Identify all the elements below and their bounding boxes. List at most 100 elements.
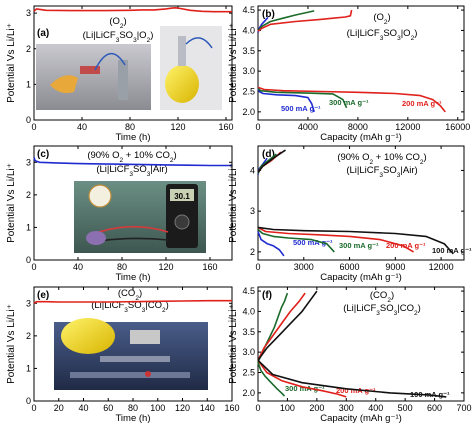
charge-curve xyxy=(257,290,318,361)
text-segment: 2 xyxy=(135,295,139,302)
x-tick-label: 200 xyxy=(309,403,324,413)
x-tick-label: 400 xyxy=(368,403,383,413)
y-tick-label: 3.5 xyxy=(242,327,255,337)
text-segment: 3 xyxy=(142,307,146,314)
charge-curve xyxy=(257,10,315,32)
text-segment: 3 xyxy=(147,171,151,178)
y-tick-label: 4.0 xyxy=(242,25,255,35)
x-tick-label: 300 xyxy=(339,403,354,413)
co2-cell-photo xyxy=(54,318,208,390)
text-segment: SO xyxy=(380,303,394,314)
x-tick-label: 100 xyxy=(150,403,165,413)
panel-letter: (e) xyxy=(37,290,49,301)
text-segment: ) xyxy=(388,12,391,23)
text-segment: 2 xyxy=(411,35,415,42)
gas-annotation: (O2) xyxy=(109,16,126,30)
text-segment: 3 xyxy=(133,37,137,44)
panel-letter: (c) xyxy=(37,149,49,160)
x-tick-label: 60 xyxy=(103,403,113,413)
text-segment: 2 xyxy=(120,157,124,164)
text-segment: SO xyxy=(128,300,142,311)
discharge-curve xyxy=(257,86,446,113)
text-segment: SO xyxy=(383,165,397,176)
x-tick-label: 80 xyxy=(117,262,127,272)
panel-f: 0 100 200 300 400 500 600 700 2.0 2.5 3.0 3.5 4.0 4.5… xyxy=(228,286,472,424)
x-tick-label: 120 xyxy=(158,262,173,272)
series-line xyxy=(33,299,232,304)
x-tick-label: 40 xyxy=(78,403,88,413)
x-tick-label: 500 xyxy=(398,403,413,413)
text-segment: (Li|LiCF xyxy=(96,164,129,175)
x-tick-label: 0 xyxy=(255,122,260,132)
y-tick-label: 4.5 xyxy=(242,5,255,15)
y-tick-label: 2.0 xyxy=(242,388,255,398)
y-axis-label: Potential Vs Li/Li⁺ xyxy=(6,23,17,103)
discharge-curve xyxy=(257,226,414,253)
y-tick-label: 2.5 xyxy=(242,368,255,378)
discharge-curve xyxy=(257,228,335,253)
text-segment: ) xyxy=(424,152,427,163)
y-axis-label: Potential Vs Li/Li⁺ xyxy=(228,163,239,243)
x-tick-label: 140 xyxy=(200,403,215,413)
y-tick-label: 2 xyxy=(26,331,31,341)
text-segment: 2 xyxy=(420,159,424,166)
text-segment: |CO xyxy=(397,303,414,314)
text-segment: |Air) xyxy=(400,165,417,176)
charge-curve xyxy=(257,9,353,32)
text-segment: ) xyxy=(124,16,127,27)
panel-letter: (f) xyxy=(262,290,272,301)
y-tick-label: 1 xyxy=(26,222,31,232)
discharge-curve xyxy=(257,231,285,257)
text-segment: (90% O xyxy=(337,152,369,163)
balloon-photo xyxy=(36,44,151,110)
y-tick-label: 3.0 xyxy=(242,66,255,76)
text-segment: 2 xyxy=(170,157,174,164)
panel-letter: (d) xyxy=(262,149,275,160)
x-tick-label: 160 xyxy=(224,403,239,413)
series-label: 100 mA g⁻¹ xyxy=(410,390,450,399)
discharge-curve xyxy=(257,226,454,255)
series-label: 500 mA g⁻¹ xyxy=(293,238,333,247)
x-tick-label: 12000 xyxy=(429,262,454,272)
text-segment: 3 xyxy=(129,171,133,178)
y-tick-label: 3 xyxy=(26,8,31,18)
text-segment: (Li|LiCF xyxy=(343,303,376,314)
y-tick-label: 4.5 xyxy=(242,286,255,296)
text-segment: + 10% CO xyxy=(373,152,420,163)
series-label: 200 mA g⁻¹ xyxy=(402,99,442,108)
gas-annotation: (90% O2 + 10% CO2) xyxy=(337,152,426,166)
y-tick-label: 0 xyxy=(26,255,31,265)
x-tick-label: 120 xyxy=(175,403,190,413)
text-segment: ) xyxy=(139,288,142,299)
series-label: 300 mA g⁻¹ xyxy=(339,241,379,250)
x-tick-label: 40 xyxy=(73,262,83,272)
text-segment: 3 xyxy=(124,307,128,314)
text-segment: SO xyxy=(383,28,397,39)
x-tick-label: 160 xyxy=(218,122,233,132)
text-segment: 3 xyxy=(379,172,383,179)
x-tick-label: 9000 xyxy=(385,262,405,272)
text-segment: |O xyxy=(137,30,147,41)
gas-annotation: (O2) xyxy=(373,12,390,26)
plot-frame xyxy=(257,145,465,261)
y-tick-label: 3.0 xyxy=(242,347,255,357)
plot-frame xyxy=(257,286,465,402)
text-segment: (O xyxy=(373,12,384,23)
discharge-curve xyxy=(257,87,315,113)
series-label: 500 mA g⁻¹ xyxy=(281,104,321,113)
y-axis-label: Potential Vs Li/Li⁺ xyxy=(228,304,239,384)
series-line xyxy=(33,7,232,13)
y-axis-label: Potential Vs Li/Li⁺ xyxy=(6,304,17,384)
text-segment: 2 xyxy=(162,307,166,314)
text-segment: (O xyxy=(109,16,120,27)
y-tick-label: 1 xyxy=(26,79,31,89)
charge-curve xyxy=(257,292,306,361)
x-axis-label: Time (h) xyxy=(115,272,150,283)
x-tick-label: 0 xyxy=(31,403,36,413)
y-tick-label: 2.5 xyxy=(242,87,255,97)
panel-letter: (b) xyxy=(262,9,275,20)
x-tick-label: 0 xyxy=(31,122,36,132)
